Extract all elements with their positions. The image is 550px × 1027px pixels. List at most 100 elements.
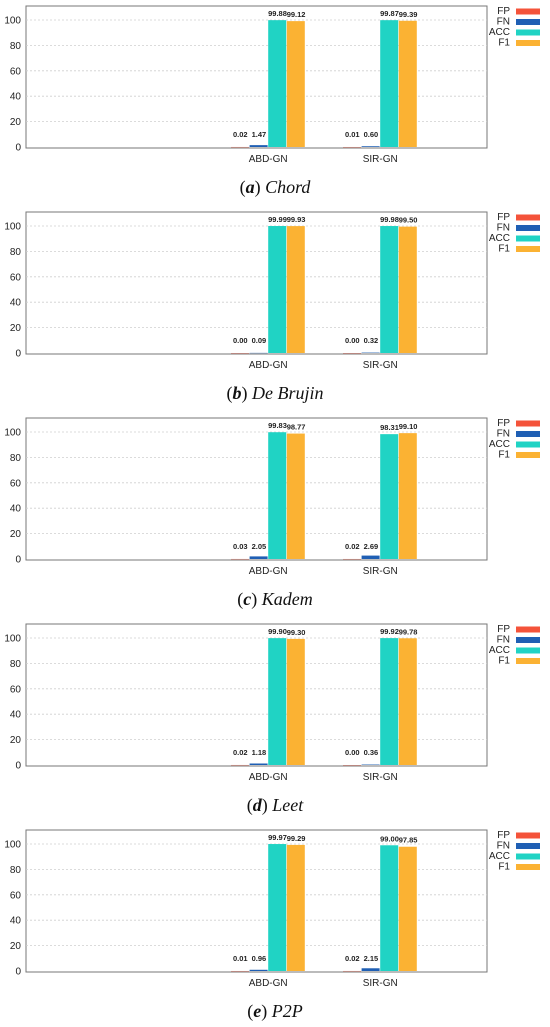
legend-label: ACC (489, 645, 510, 656)
legend-label: FN (497, 223, 510, 234)
y-tick-label: 40 (10, 504, 22, 515)
data-label: 99.97 (268, 833, 287, 842)
data-label: 0.32 (364, 336, 379, 345)
legend-label: FN (497, 429, 510, 440)
data-label: 0.96 (252, 954, 267, 963)
x-category-label: SIR-GN (363, 772, 398, 783)
y-tick-label: 100 (4, 634, 21, 645)
bar-f1 (398, 433, 417, 559)
panel-caption: (b) De Brujin (227, 383, 324, 404)
data-label: 99.29 (287, 834, 306, 843)
x-category-label: ABD-GN (249, 772, 288, 783)
data-label: 99.92 (380, 627, 399, 636)
bar-acc (380, 434, 399, 559)
data-label: 99.50 (399, 216, 418, 225)
y-tick-label: 40 (10, 916, 22, 927)
legend-label: FN (497, 17, 510, 28)
bar-acc (380, 20, 399, 147)
panel-caption: (a) Chord (240, 177, 312, 198)
data-label: 99.98 (380, 215, 399, 224)
data-label: 0.00 (345, 748, 360, 757)
legend-label: ACC (489, 233, 510, 244)
bar-acc (268, 432, 287, 559)
bar-fn (249, 556, 268, 559)
bar-acc (268, 226, 287, 353)
legend-swatch-fn (516, 225, 540, 231)
data-label: 0.01 (345, 130, 360, 139)
legend-swatch-f1 (516, 40, 540, 46)
panel-caption: (d) Leet (247, 795, 304, 816)
bar-f1 (286, 844, 305, 971)
y-tick-label: 0 (15, 555, 21, 566)
x-category-label: ABD-GN (249, 566, 288, 577)
bar-fn (249, 969, 268, 971)
data-label: 99.88 (268, 9, 287, 18)
legend-label: ACC (489, 439, 510, 450)
chart-panel: 0 20 40 60 80 100 0.02 1.18 99.90 99.30 ABD-GN 0.00… (4, 623, 540, 816)
y-tick-label: 100 (4, 428, 21, 439)
legend-swatch-fp (516, 420, 540, 427)
y-tick-label: 80 (10, 659, 22, 670)
legend-swatch-acc (516, 647, 540, 654)
data-label: 99.10 (399, 422, 418, 431)
legend-label: FP (497, 418, 510, 429)
y-tick-label: 80 (10, 247, 22, 258)
y-tick-label: 60 (10, 272, 22, 283)
data-label: 98.77 (287, 423, 306, 432)
bar-f1 (286, 638, 305, 765)
legend-label: FP (497, 830, 510, 841)
chart-panel: 0 20 40 60 80 100 0.01 0.96 99.97 99.29 ABD-GN 0.02… (4, 829, 540, 1022)
y-tick-label: 20 (10, 735, 22, 746)
data-label: 0.60 (364, 130, 379, 139)
y-tick-label: 20 (10, 941, 22, 952)
data-label: 2.05 (252, 542, 267, 551)
x-category-label: ABD-GN (249, 360, 288, 371)
plot-frame (25, 829, 488, 973)
y-tick-label: 80 (10, 453, 22, 464)
legend-swatch-f1 (516, 246, 540, 252)
legend-label: FP (497, 6, 510, 17)
legend-swatch-fn (516, 431, 540, 437)
data-label: 99.90 (268, 627, 287, 636)
chart-panel: 0 20 40 60 80 100 0.02 1.47 99.88 99.12 ABD-GN 0.01… (4, 5, 540, 198)
legend-label: FN (497, 841, 510, 852)
data-label: 2.15 (364, 954, 379, 963)
y-tick-label: 60 (10, 684, 22, 695)
data-label: 99.30 (287, 628, 306, 637)
plot-frame (25, 5, 488, 149)
bar-fn (361, 146, 380, 147)
legend-swatch-f1 (516, 452, 540, 458)
x-category-label: SIR-GN (363, 360, 398, 371)
legend-swatch-fp (516, 832, 540, 839)
bar-acc (268, 20, 287, 148)
legend-swatch-fp (516, 626, 540, 633)
y-tick-label: 20 (10, 117, 22, 128)
data-label: 0.01 (233, 954, 248, 963)
bar-fn (249, 145, 268, 147)
bar-acc (268, 844, 287, 971)
data-label: 98.31 (380, 423, 399, 432)
bar-acc (380, 226, 399, 353)
panel-caption: (c) Kadem (237, 589, 313, 610)
legend-swatch-acc (516, 853, 540, 860)
x-category-label: ABD-GN (249, 978, 288, 989)
legend-swatch-fn (516, 19, 540, 25)
bar-acc (380, 638, 399, 765)
y-tick-label: 60 (10, 66, 22, 77)
legend-label: ACC (489, 27, 510, 38)
legend-swatch-f1 (516, 658, 540, 664)
y-tick-label: 0 (15, 967, 21, 978)
data-label: 99.39 (399, 10, 418, 19)
y-tick-label: 80 (10, 865, 22, 876)
panel-caption: (e) P2P (247, 1001, 303, 1022)
bar-f1 (398, 20, 417, 147)
data-label: 99.83 (268, 421, 287, 430)
legend-label: F1 (498, 656, 510, 667)
legend-label: FP (497, 212, 510, 223)
y-tick-label: 60 (10, 478, 22, 489)
bar-acc (268, 638, 287, 765)
y-tick-label: 100 (4, 222, 21, 233)
legend-swatch-fp (516, 214, 540, 221)
